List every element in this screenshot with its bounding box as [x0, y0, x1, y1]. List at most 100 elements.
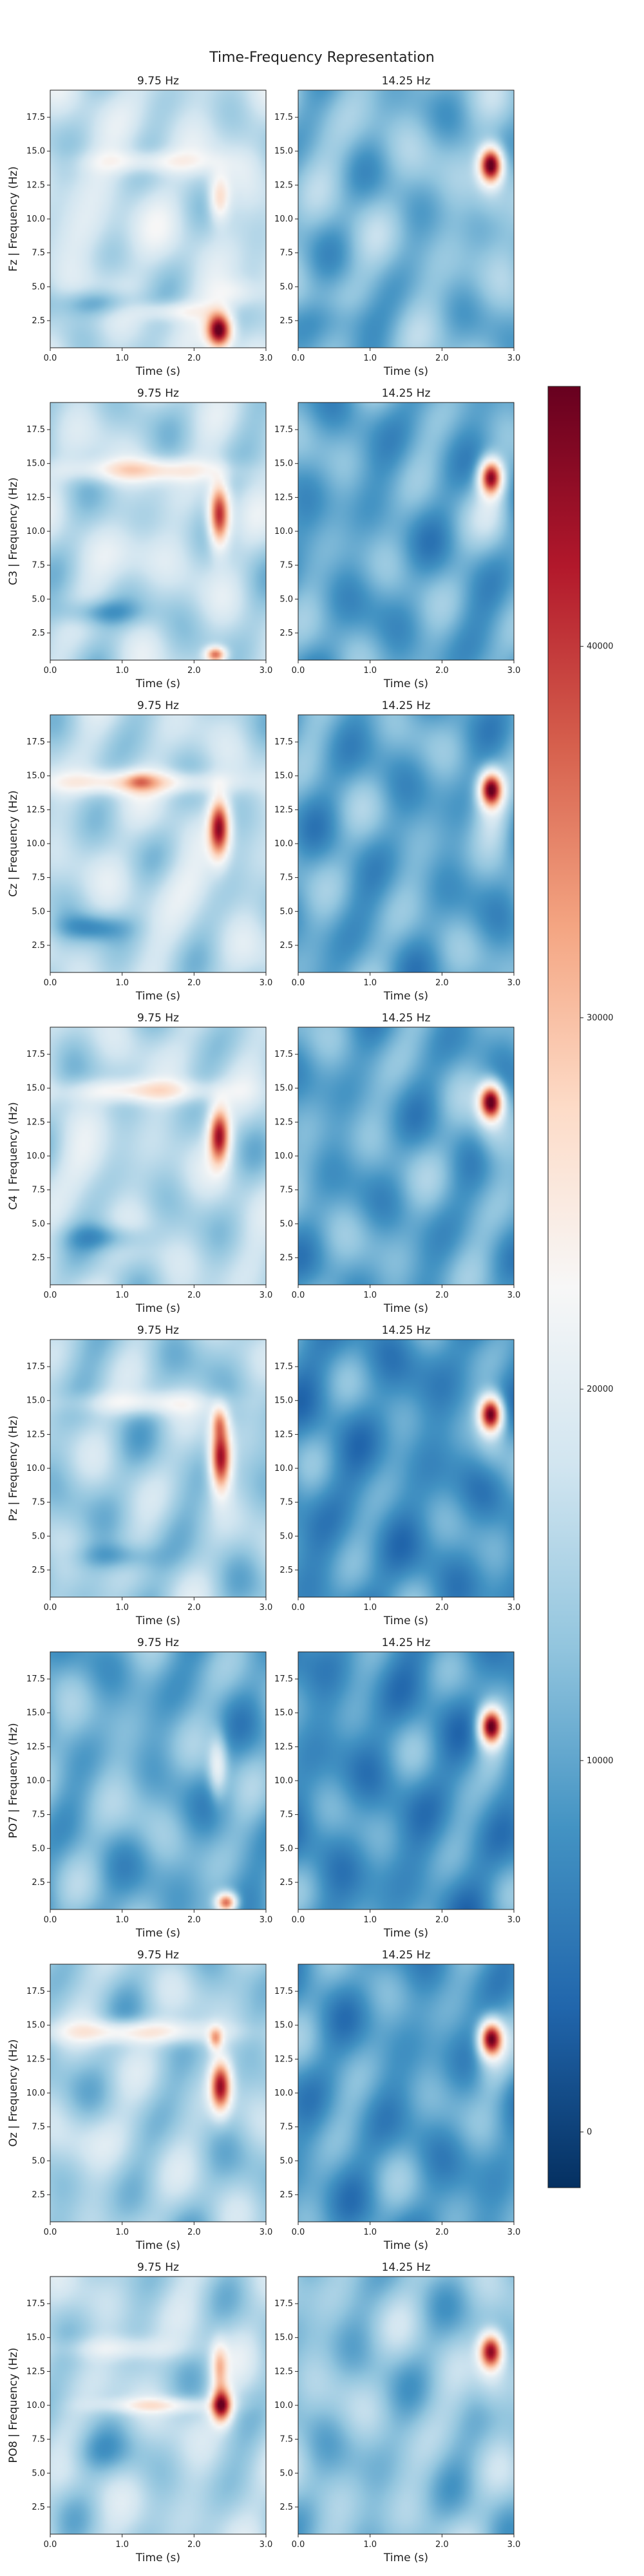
panel-title: 9.75 Hz: [137, 699, 179, 712]
y-tick-label: 10.0: [274, 1464, 293, 1473]
x-tick-label: 1.0: [363, 1603, 377, 1613]
x-axis-label: Time (s): [383, 365, 428, 378]
panel-c4-col2: 14.25 Hz 0.0 1.0 2.0 3.0 Time (s) 2.5 5.0 7.5 10.…: [274, 1012, 520, 1315]
x-tick-label: 1.0: [363, 978, 377, 988]
x-tick-label: 2.0: [187, 2228, 201, 2237]
x-tick-label: 0.0: [292, 666, 305, 676]
x-axis-label: Time (s): [135, 677, 180, 690]
y-tick-label: 12.5: [26, 1742, 45, 1752]
x-tick-label: 1.0: [115, 666, 129, 676]
y-tick-label: 12.5: [274, 805, 293, 815]
y-tick-label: 7.5: [32, 1810, 45, 1820]
y-tick-label: 15.0: [26, 147, 45, 156]
colorbar-tick-label: 40000: [587, 642, 613, 652]
y-tick-label: 5.0: [279, 2156, 293, 2166]
panel-title: 14.25 Hz: [382, 1636, 431, 1649]
y-axis-label: Oz | Frequency (Hz): [7, 2039, 20, 2146]
figure-title: Time-Frequency Representation: [209, 50, 435, 66]
x-tick-label: 0.0: [292, 1291, 305, 1300]
x-tick-label: 0.0: [292, 978, 305, 988]
y-tick-label: 2.5: [279, 2503, 293, 2512]
x-tick-label: 3.0: [260, 1603, 273, 1613]
x-axis-label: Time (s): [383, 2552, 428, 2564]
x-tick-label: 1.0: [115, 1291, 129, 1300]
y-tick-label: 2.5: [279, 316, 293, 326]
x-axis-label: Time (s): [135, 365, 180, 378]
y-tick-label: 2.5: [279, 1878, 293, 1888]
y-tick-label: 10.0: [274, 1151, 293, 1161]
y-tick-label: 5.0: [279, 2468, 293, 2478]
x-tick-label: 3.0: [260, 2228, 273, 2237]
y-tick-label: 12.5: [274, 2367, 293, 2376]
panel-cz-col2: 14.25 Hz 0.0 1.0 2.0 3.0 Time (s) 2.5 5.0 7.5 10.…: [274, 699, 520, 1003]
y-axis-label: Pz | Frequency (Hz): [7, 1416, 20, 1521]
y-tick-label: 12.5: [26, 2367, 45, 2376]
y-tick-label: 17.5: [274, 1987, 293, 1996]
y-tick-label: 17.5: [26, 2299, 45, 2309]
y-tick-label: 17.5: [26, 425, 45, 435]
y-tick-label: 15.0: [274, 2333, 293, 2343]
y-tick-label: 10.0: [274, 2401, 293, 2410]
y-tick-label: 10.0: [274, 1776, 293, 1786]
x-tick-label: 0.0: [292, 2228, 305, 2237]
panel-title: 14.25 Hz: [382, 2261, 431, 2274]
x-tick-label: 2.0: [187, 666, 201, 676]
x-tick-label: 1.0: [115, 978, 129, 988]
x-tick-label: 0.0: [44, 1603, 57, 1613]
panel-title: 9.75 Hz: [137, 1012, 179, 1025]
x-tick-label: 2.0: [187, 1291, 201, 1300]
x-tick-label: 0.0: [44, 2228, 57, 2237]
y-tick-label: 7.5: [32, 873, 45, 883]
y-tick-label: 12.5: [26, 180, 45, 190]
y-tick-label: 2.5: [32, 1878, 45, 1888]
y-tick-label: 17.5: [26, 1674, 45, 1684]
y-tick-label: 10.0: [26, 2088, 45, 2098]
y-tick-label: 10.0: [26, 1464, 45, 1473]
y-tick-label: 7.5: [279, 561, 293, 571]
x-axis-label: Time (s): [135, 1302, 180, 1315]
y-axis-label: C4 | Frequency (Hz): [7, 1102, 20, 1209]
x-tick-label: 0.0: [292, 2540, 305, 2550]
panel-title: 14.25 Hz: [382, 1324, 431, 1337]
x-tick-label: 3.0: [260, 354, 273, 363]
x-axis-label: Time (s): [135, 990, 180, 1003]
y-tick-label: 10.0: [26, 839, 45, 849]
panel-title: 14.25 Hz: [382, 1012, 431, 1025]
y-tick-label: 5.0: [279, 282, 293, 292]
y-tick-label: 12.5: [274, 493, 293, 502]
x-tick-label: 3.0: [507, 2228, 521, 2237]
y-tick-label: 5.0: [279, 907, 293, 916]
y-tick-label: 12.5: [26, 1430, 45, 1439]
y-tick-label: 5.0: [279, 1844, 293, 1853]
x-axis-label: Time (s): [135, 1927, 180, 1940]
panel-oz-col2: 14.25 Hz 0.0 1.0 2.0 3.0 Time (s) 2.5 5.0 7.5 10.…: [274, 1949, 520, 2252]
colorbar-tick-label: 30000: [587, 1013, 613, 1023]
x-tick-label: 3.0: [507, 978, 521, 988]
panel-title: 14.25 Hz: [382, 699, 431, 712]
y-tick-label: 12.5: [274, 180, 293, 190]
y-tick-label: 15.0: [274, 147, 293, 156]
y-axis-label: Cz | Frequency (Hz): [7, 790, 20, 897]
y-tick-label: 2.5: [32, 1566, 45, 1575]
colorbar-scale: [547, 386, 581, 2188]
y-tick-label: 5.0: [32, 282, 45, 292]
y-tick-label: 17.5: [26, 1050, 45, 1059]
y-tick-label: 17.5: [274, 425, 293, 435]
x-tick-label: 3.0: [260, 666, 273, 676]
x-axis-label: Time (s): [383, 2239, 428, 2252]
y-tick-label: 10.0: [274, 2088, 293, 2098]
y-tick-label: 5.0: [32, 907, 45, 916]
panel-oz-col1: 9.75 Hz 0.0 1.0 2.0 3.0 Time (s) 2.5 5.0 7.5 10.0…: [7, 1949, 272, 2252]
x-tick-label: 1.0: [115, 1915, 129, 1925]
y-tick-label: 2.5: [32, 941, 45, 951]
x-axis-label: Time (s): [383, 1302, 428, 1315]
y-tick-label: 5.0: [279, 594, 293, 604]
y-tick-label: 2.5: [32, 316, 45, 326]
y-tick-label: 17.5: [274, 113, 293, 122]
heatmap-image: [298, 715, 514, 972]
x-tick-label: 2.0: [435, 354, 449, 363]
y-tick-label: 2.5: [279, 629, 293, 638]
x-axis-label: Time (s): [383, 1927, 428, 1940]
y-tick-label: 7.5: [279, 873, 293, 883]
